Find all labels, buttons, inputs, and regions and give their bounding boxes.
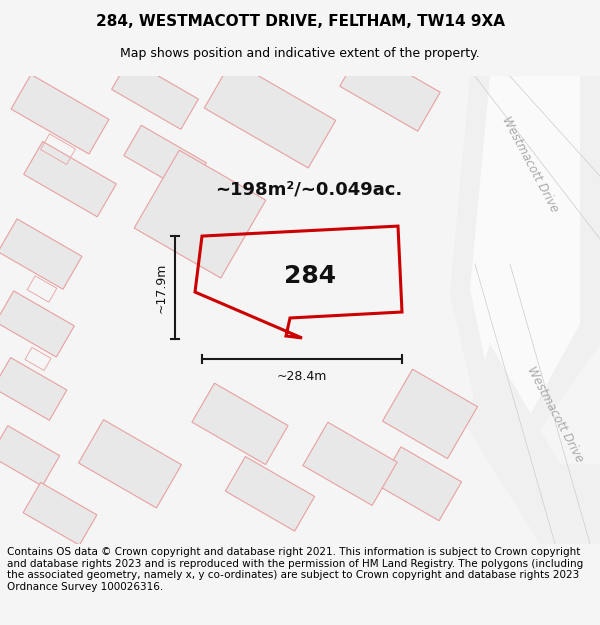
Polygon shape	[79, 420, 181, 508]
Polygon shape	[192, 383, 288, 464]
Polygon shape	[134, 150, 266, 278]
Text: Westmacott Drive: Westmacott Drive	[499, 114, 561, 214]
Text: Contains OS data © Crown copyright and database right 2021. This information is : Contains OS data © Crown copyright and d…	[7, 547, 583, 592]
Polygon shape	[124, 125, 206, 193]
Polygon shape	[0, 291, 74, 357]
Text: Westmacott Drive: Westmacott Drive	[524, 364, 586, 464]
Polygon shape	[0, 219, 82, 289]
Polygon shape	[0, 357, 67, 420]
Text: ~28.4m: ~28.4m	[277, 371, 327, 383]
Polygon shape	[450, 76, 600, 444]
Polygon shape	[112, 59, 199, 129]
Text: ~17.9m: ~17.9m	[155, 262, 167, 312]
Polygon shape	[383, 369, 478, 459]
Text: 284: 284	[284, 264, 336, 288]
Polygon shape	[23, 141, 116, 217]
Polygon shape	[340, 48, 440, 131]
Polygon shape	[11, 74, 109, 154]
Text: ~198m²/~0.049ac.: ~198m²/~0.049ac.	[215, 180, 402, 198]
Polygon shape	[303, 422, 397, 506]
Polygon shape	[204, 61, 336, 168]
Polygon shape	[23, 482, 97, 545]
Polygon shape	[465, 344, 600, 544]
Polygon shape	[470, 76, 580, 424]
Polygon shape	[0, 426, 60, 486]
Polygon shape	[379, 447, 461, 521]
Polygon shape	[226, 456, 314, 531]
Text: 284, WESTMACOTT DRIVE, FELTHAM, TW14 9XA: 284, WESTMACOTT DRIVE, FELTHAM, TW14 9XA	[95, 14, 505, 29]
Text: Map shows position and indicative extent of the property.: Map shows position and indicative extent…	[120, 48, 480, 60]
